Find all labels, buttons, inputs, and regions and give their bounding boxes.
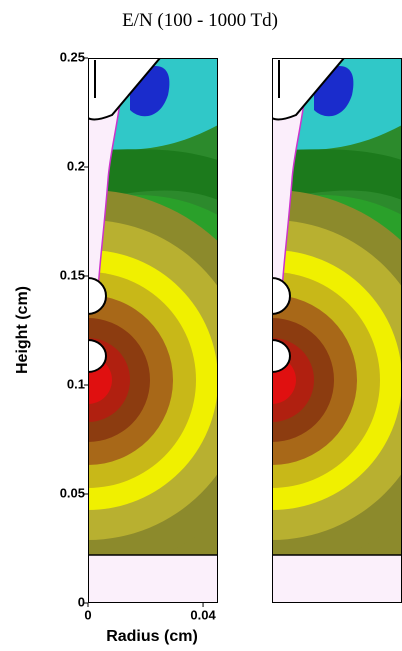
y-tick-label: 0.1 — [67, 376, 85, 391]
y-tick-label: 0.05 — [60, 485, 85, 500]
x-axis-label: Radius (cm) — [106, 628, 198, 645]
contour-panel — [0, 58, 278, 603]
y-tick-label: 0.25 — [60, 49, 85, 64]
x-tick-label: 0.04 — [190, 607, 216, 622]
y-axis-label: Height (cm) — [14, 286, 31, 374]
y-tick-label: 0 — [78, 594, 85, 609]
y-tick-label: 0.15 — [60, 267, 85, 282]
ticks: 0 0.05 0.1 0.15 0.2 0.25 0 0.04 — [60, 49, 217, 622]
x-tick-label: 0 — [84, 607, 91, 622]
y-tick-label: 0.2 — [67, 158, 85, 173]
chart-title: E/N (100 - 1000 Td) — [122, 10, 278, 31]
